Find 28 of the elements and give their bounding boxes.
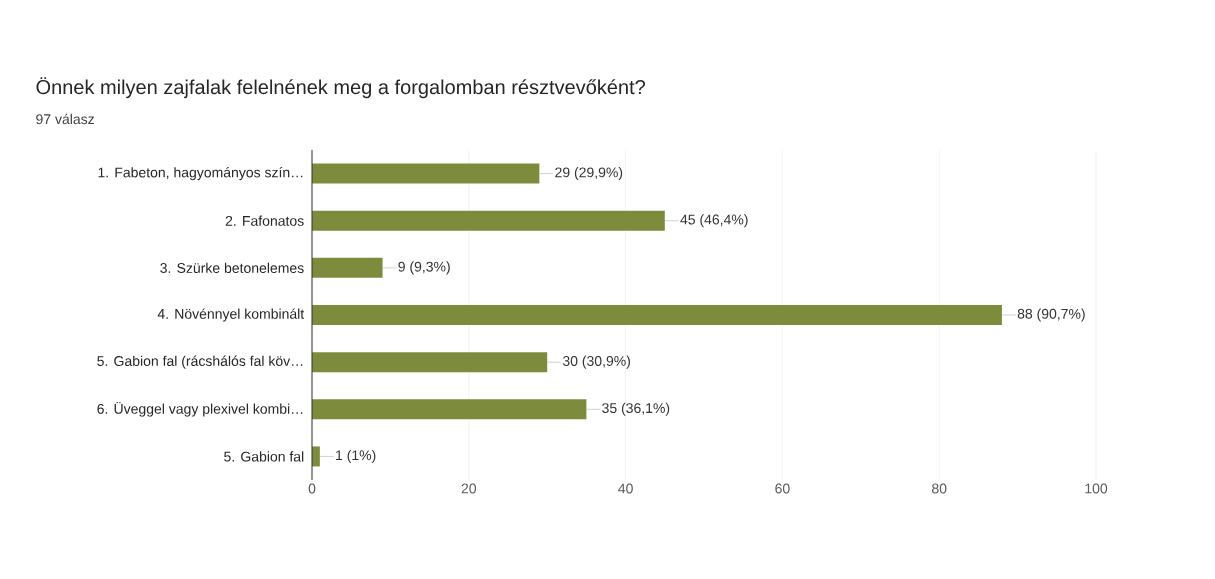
y-tick-label: 1. Fabeton, hagyományos szín… bbox=[98, 166, 303, 181]
bar bbox=[312, 399, 587, 420]
x-tick-label: 100 bbox=[1085, 483, 1108, 494]
y-tick-label: 3. Szürke betonelemes bbox=[160, 262, 304, 274]
data-label: 1 (1%) bbox=[336, 449, 376, 463]
data-label: 29 (29,9%) bbox=[555, 167, 623, 181]
data-label: 45 (46,4%) bbox=[680, 214, 748, 228]
x-tick-label: 60 bbox=[775, 483, 790, 494]
bar bbox=[312, 257, 383, 278]
data-label: 35 (36,1%) bbox=[602, 402, 670, 416]
y-tick-label: 6. Üveggel vagy plexivel kombi… bbox=[97, 401, 303, 417]
x-tick-label: 0 bbox=[308, 483, 316, 494]
bar bbox=[312, 163, 540, 184]
x-tick-label: 80 bbox=[932, 483, 947, 494]
text: 97 válasz bbox=[36, 113, 94, 125]
y-tick-label: 5. Gabion fal bbox=[224, 451, 304, 462]
x-tick-label: 20 bbox=[461, 483, 477, 494]
data-label: 9 (9,3%) bbox=[398, 261, 450, 275]
x-tick-label: 40 bbox=[618, 483, 633, 494]
y-tick-label: 2. Fafonatos bbox=[225, 215, 304, 226]
data-label: 88 (90,7%) bbox=[1017, 308, 1085, 322]
data-label: 30 (30,9%) bbox=[562, 355, 630, 369]
chart-title: Önnek milyen zajfalak felelnének meg a forgalomban résztvevőként? bbox=[36, 77, 646, 99]
y-tick-label: 5. Gabion fal (rácshálós fal köv… bbox=[97, 355, 303, 369]
bar bbox=[312, 352, 548, 373]
bar bbox=[312, 210, 665, 231]
y-tick-label: 4. Növénnyel kombinált bbox=[157, 308, 305, 322]
bar bbox=[312, 305, 1002, 326]
